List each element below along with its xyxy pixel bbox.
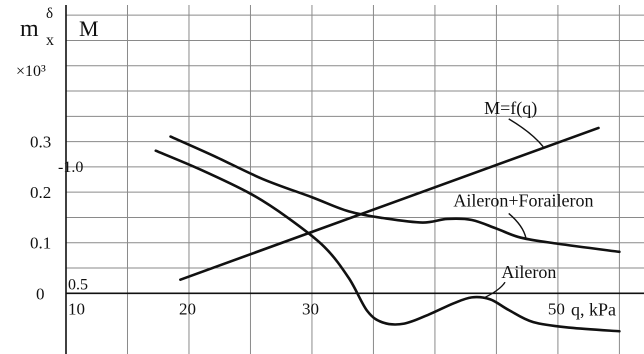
y-tick-label: 0.3 xyxy=(30,133,51,152)
x-tick-label: 10 xyxy=(68,299,85,318)
series-line-m-f-q xyxy=(179,126,600,281)
m-tick-label: 0.5 xyxy=(68,276,88,293)
m-axis-label: M xyxy=(79,16,99,41)
x-axis-label: q, kPa xyxy=(571,299,616,319)
y-tick-label: 0.1 xyxy=(30,234,51,253)
annotation-label: Aileron xyxy=(501,262,556,282)
series-line-aileron-foraileron xyxy=(169,135,621,254)
y-tick-label: 0.2 xyxy=(30,183,51,202)
x-tick-label: 50 xyxy=(548,299,565,318)
annotation-leader xyxy=(508,212,527,239)
m-tick-label: -1.0 xyxy=(58,159,83,176)
series-line-aileron xyxy=(154,149,621,333)
grid xyxy=(66,5,644,354)
axes xyxy=(65,5,644,354)
y-axis-scale-label: ×10³ xyxy=(16,63,46,80)
annotation-leaders xyxy=(482,118,544,300)
y-axis-label-subscript: x xyxy=(46,32,54,49)
y-axis-label-left: m xyxy=(20,16,39,42)
labels: m δ x ×10³ M q, kPa M=f(q) Aileron+Forail… xyxy=(16,6,616,319)
annotation-label: M=f(q) xyxy=(484,98,537,119)
annotation-label: Aileron+Foraileron xyxy=(453,190,593,210)
annotation-leader xyxy=(508,118,544,148)
x-tick-label: 20 xyxy=(179,299,196,318)
y-axis-label-superscript: δ xyxy=(46,6,53,22)
series xyxy=(154,126,621,333)
annotation-leader xyxy=(482,281,506,300)
x-tick-label: 30 xyxy=(302,299,319,318)
y-tick-label: 0 xyxy=(36,284,45,303)
